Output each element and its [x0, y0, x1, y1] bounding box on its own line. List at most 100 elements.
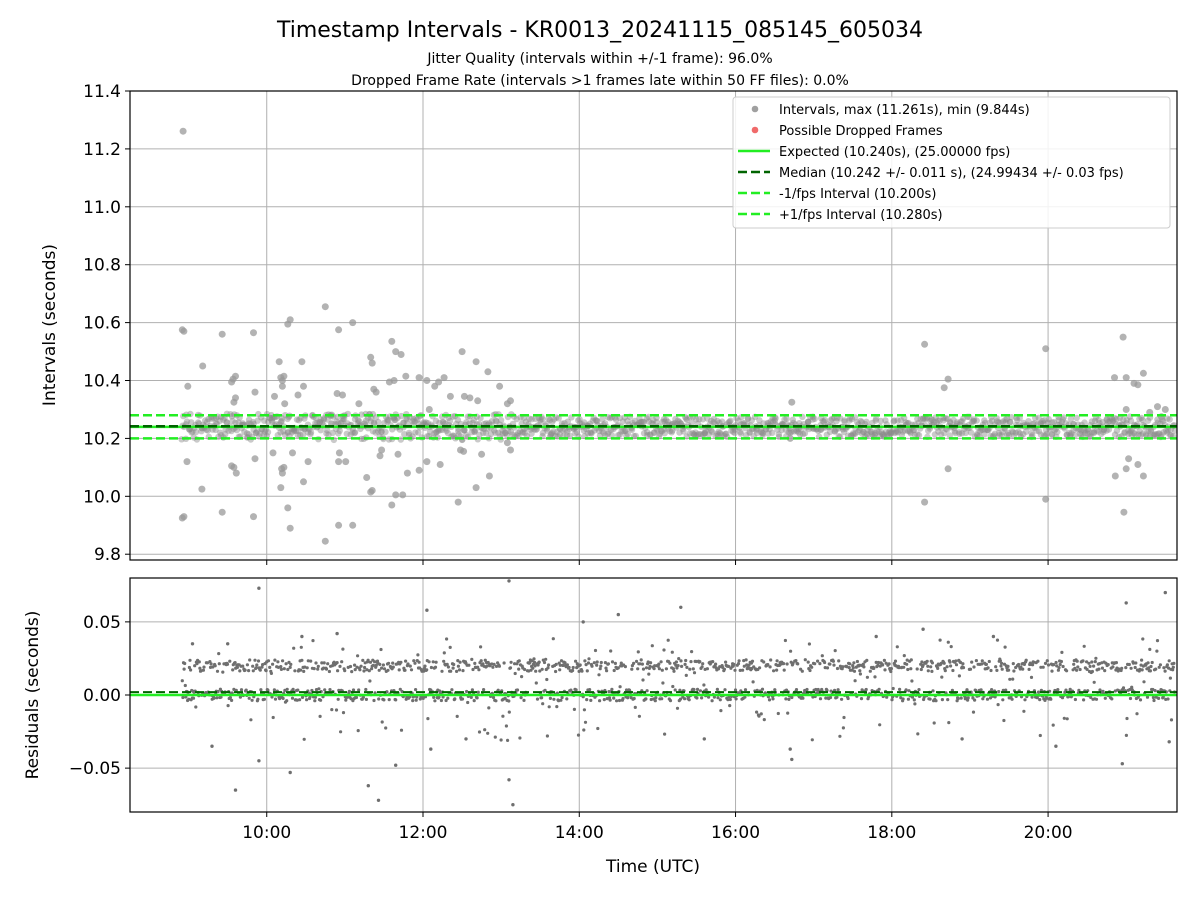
interval-point	[580, 427, 588, 434]
residual-point	[336, 697, 340, 701]
residual-point	[997, 690, 1001, 694]
interval-point	[471, 428, 478, 436]
interval-point	[744, 415, 752, 422]
residual-point	[1120, 666, 1124, 670]
interval-point	[927, 417, 934, 425]
interval-outlier-point	[363, 474, 371, 481]
residual-point	[248, 658, 252, 662]
interval-point	[643, 415, 650, 422]
interval-point	[790, 419, 797, 427]
residual-point	[418, 697, 422, 701]
interval-point	[769, 418, 777, 425]
interval-point	[188, 419, 195, 426]
residual-point	[986, 666, 990, 670]
residual-point	[1125, 716, 1129, 721]
interval-point	[783, 415, 790, 422]
residual-point	[715, 687, 720, 692]
interval-point	[1103, 415, 1111, 423]
interval-point	[1130, 429, 1138, 437]
residual-point	[1075, 659, 1079, 663]
residual-point	[980, 659, 984, 663]
residual-point	[662, 648, 666, 652]
residual-point	[1058, 662, 1062, 667]
residual-point	[254, 666, 258, 670]
interval-point	[664, 418, 672, 426]
residual-point	[483, 728, 487, 732]
interval-point	[354, 416, 362, 424]
interval-point	[1040, 432, 1048, 439]
residual-point	[380, 720, 384, 724]
interval-point	[320, 416, 328, 423]
interval-point	[420, 419, 427, 426]
residual-point	[710, 699, 714, 703]
interval-point	[317, 416, 325, 423]
residual-point	[1046, 663, 1051, 667]
residual-point	[626, 696, 630, 700]
interval-outlier-point	[232, 372, 239, 380]
residual-point	[261, 663, 265, 667]
interval-point	[1164, 429, 1171, 436]
residual-point	[974, 659, 979, 663]
interval-point	[759, 429, 766, 436]
interval-point	[488, 418, 496, 425]
interval-point	[656, 430, 664, 437]
residual-point	[698, 660, 702, 664]
interval-point	[841, 418, 848, 425]
residual-point	[1169, 718, 1174, 722]
residual-point	[1049, 697, 1053, 701]
residual-point	[502, 661, 506, 665]
residual-point	[695, 696, 699, 700]
residual-point	[347, 689, 351, 693]
residual-point	[334, 708, 339, 712]
interval-point	[923, 415, 930, 422]
interval-point	[1009, 428, 1016, 435]
residual-point	[1150, 660, 1154, 665]
residual-point	[842, 715, 846, 720]
residual-point	[589, 698, 593, 703]
residual-point	[846, 696, 850, 701]
interval-point	[928, 416, 935, 423]
interval-point	[981, 431, 988, 438]
interval-point	[455, 428, 462, 435]
interval-outlier-point	[1139, 472, 1147, 480]
residual-point	[397, 668, 401, 672]
residual-point	[1135, 712, 1139, 716]
interval-point	[827, 417, 834, 424]
interval-point	[1048, 430, 1056, 438]
interval-point	[1167, 432, 1174, 439]
interval-point	[723, 430, 730, 437]
residual-point	[316, 667, 320, 671]
interval-point	[660, 416, 668, 423]
residual-point	[916, 732, 920, 736]
residual-point	[1043, 661, 1048, 666]
interval-point	[863, 430, 871, 438]
residual-point	[249, 718, 253, 722]
residual-point	[195, 662, 199, 666]
residual-point	[285, 687, 289, 691]
residual-point	[881, 663, 885, 667]
residuals-x-ticks: 10:00 12:00 14:00 16:00 18:00 20:00	[242, 812, 1073, 843]
residual-point	[988, 696, 993, 700]
residual-point	[322, 666, 326, 670]
residual-point	[400, 689, 404, 694]
residual-point	[661, 681, 665, 685]
residual-point	[906, 697, 911, 701]
residual-point	[1073, 697, 1077, 702]
interval-outlier-point	[321, 537, 329, 545]
residual-point	[623, 665, 628, 669]
interval-point	[1165, 426, 1172, 434]
interval-point	[793, 427, 800, 435]
residual-point	[759, 712, 763, 716]
residual-point	[534, 681, 538, 685]
residual-point	[1011, 662, 1015, 666]
residual-point	[314, 661, 318, 665]
residual-point	[467, 663, 471, 667]
interval-outlier-point	[1122, 406, 1130, 413]
interval-point	[1158, 432, 1165, 439]
interval-point	[894, 417, 901, 424]
residual-point	[1111, 665, 1115, 669]
residual-point	[940, 698, 945, 702]
residuals-reference-lines	[130, 691, 1177, 697]
interval-outlier-point	[474, 397, 482, 405]
interval-point	[424, 433, 431, 440]
